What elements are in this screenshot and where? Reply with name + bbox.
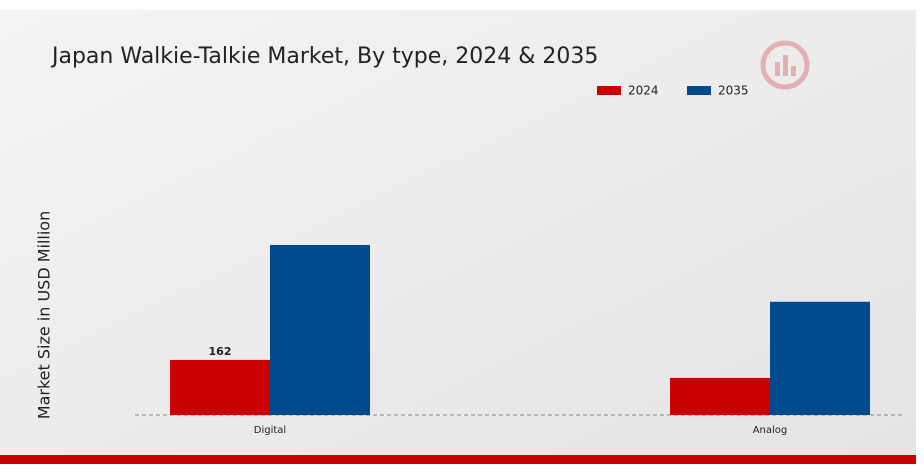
x-tick-label: Digital	[254, 425, 286, 436]
legend-label: 2024	[628, 84, 659, 98]
y-axis-label: Market Size in USD Million	[35, 211, 54, 419]
legend-swatch	[597, 86, 621, 95]
chart-title: Japan Walkie-Talkie Market, By type, 202…	[50, 44, 598, 69]
bar	[670, 377, 770, 415]
logo-watermark	[760, 40, 810, 90]
legend-label: 2035	[718, 84, 749, 98]
bar	[170, 359, 270, 415]
bar	[770, 301, 870, 415]
footer-bar	[0, 455, 916, 464]
value-label: 162	[209, 345, 232, 358]
bar	[270, 245, 370, 415]
legend-swatch	[687, 86, 711, 95]
x-tick-label: Analog	[753, 425, 788, 436]
